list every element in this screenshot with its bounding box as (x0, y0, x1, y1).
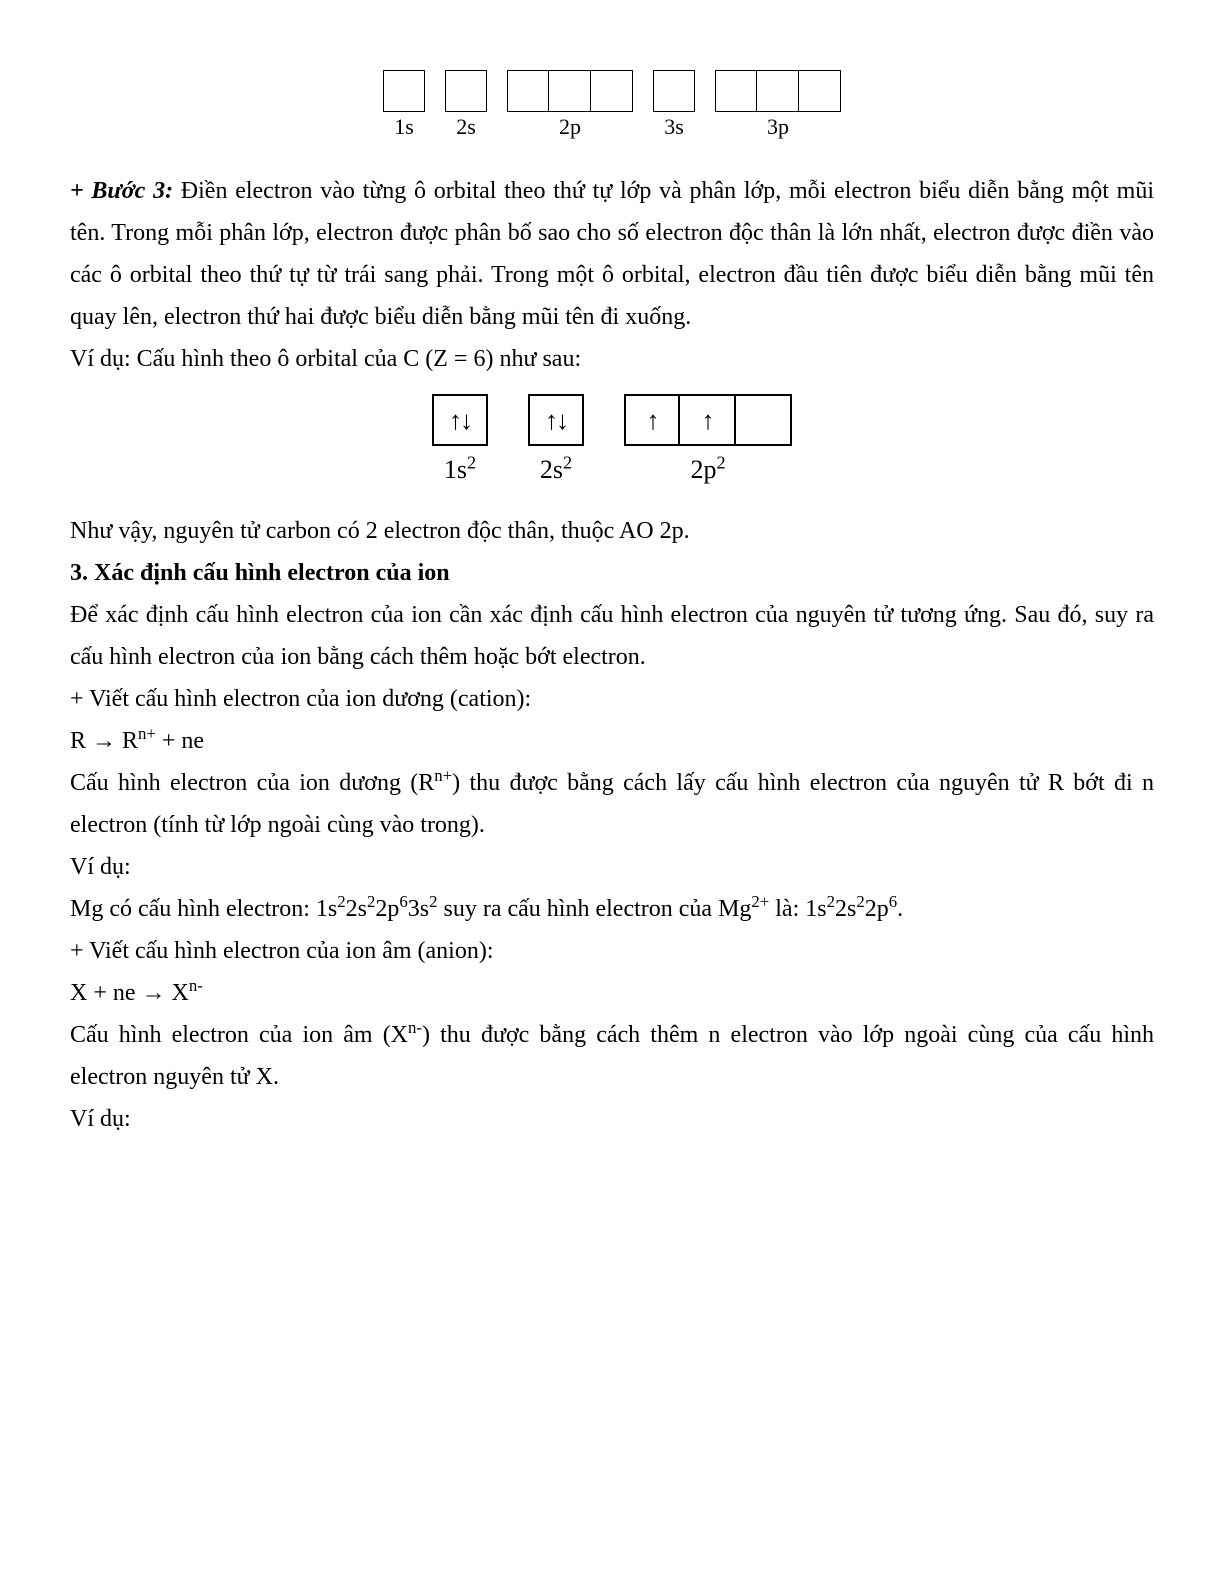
mg-t9: . (897, 896, 903, 922)
orbital-box (507, 70, 549, 112)
carbon-label: 1s2 (444, 454, 476, 485)
mg-t3: 2p (375, 896, 399, 922)
carbon-boxes: ↑↓ (528, 394, 584, 446)
orbital-group: 1s (383, 70, 425, 140)
cation-explain-sup: n+ (434, 766, 452, 785)
mg-s3: 6 (399, 892, 407, 911)
carbon-boxes: ↑↑ (624, 394, 792, 446)
orbital-box (549, 70, 591, 112)
mg-s8: 6 (889, 892, 897, 911)
vi-du-label: Ví dụ: (70, 846, 1154, 888)
carbon-group: ↑↓ 2s2 (528, 394, 584, 485)
orbital-box (591, 70, 633, 112)
section-3-heading: 3. Xác định cấu hình electron của ion (70, 552, 1154, 594)
orbital-boxes (507, 70, 633, 112)
orbital-box (757, 70, 799, 112)
vi-du-label-2: Ví dụ: (70, 1098, 1154, 1140)
anion-eq-t1: X + ne → X (70, 980, 189, 1006)
mg-t4: 3s (408, 896, 429, 922)
orbital-label: 2p (559, 114, 581, 140)
carbon-group: ↑↓ 1s2 (432, 394, 488, 485)
orbital-label: 3p (767, 114, 789, 140)
orbital-box (653, 70, 695, 112)
orbital-box (445, 70, 487, 112)
cation-eq-sup: n+ (138, 724, 156, 743)
step3-prefix: + Bước 3: (70, 178, 173, 204)
orbital-label: 2s (456, 114, 476, 140)
mg-s6: 2 (827, 892, 835, 911)
orbital-boxes (445, 70, 487, 112)
mg-t7: 2s (835, 896, 856, 922)
anion-explain-sup: n- (408, 1018, 422, 1037)
orbital-group: 3s (653, 70, 695, 140)
carbon-box: ↑↓ (432, 394, 488, 446)
mg-s5: 2+ (751, 892, 769, 911)
carbon-boxes: ↑↓ (432, 394, 488, 446)
mg-s4: 2 (429, 892, 437, 911)
orbital-label: 3s (664, 114, 684, 140)
anion-explain: Cấu hình electron của ion âm (Xn-) thu đ… (70, 1014, 1154, 1098)
orbital-label: 1s (394, 114, 414, 140)
mg-example-line: Mg có cấu hình electron: 1s22s22p63s2 su… (70, 888, 1154, 930)
carbon-label: 2s2 (540, 454, 572, 485)
cation-eq-rhs: + ne (156, 728, 204, 754)
carbon-conclusion: Như vậy, nguyên tử carbon có 2 electron … (70, 510, 1154, 552)
step3-body: Điền electron vào từng ô orbital theo th… (70, 178, 1154, 330)
carbon-box: ↑↓ (528, 394, 584, 446)
carbon-box: ↑ (680, 394, 736, 446)
ion-intro: Để xác định cấu hình electron của ion cầ… (70, 594, 1154, 678)
cation-equation: R → Rn+ + ne (70, 720, 1154, 762)
carbon-group: ↑↑ 2p2 (624, 394, 792, 485)
anion-equation: X + ne → Xn- (70, 972, 1154, 1014)
carbon-box (736, 394, 792, 446)
orbital-boxes (715, 70, 841, 112)
mg-s7: 2 (856, 892, 864, 911)
carbon-box: ↑ (624, 394, 680, 446)
orbital-box (715, 70, 757, 112)
mg-t1: Mg có cấu hình electron: 1s (70, 896, 337, 922)
orbital-boxes (383, 70, 425, 112)
orbital-group: 2p (507, 70, 633, 140)
anion-explain-t1: Cấu hình electron của ion âm (X (70, 1022, 408, 1048)
cation-eq-lhs: R → R (70, 728, 138, 754)
mg-t2: 2s (346, 896, 367, 922)
anion-eq-sup: n- (189, 976, 203, 995)
orbital-box (799, 70, 841, 112)
orbital-box (383, 70, 425, 112)
orbital-empty-diagram: 1s 2s 2p 3s 3p (70, 70, 1154, 140)
mg-t6: là: 1s (769, 896, 826, 922)
carbon-orbital-diagram: ↑↓ 1s2 ↑↓ 2s2 ↑↑ 2p2 (70, 394, 1154, 485)
mg-s1: 2 (337, 892, 345, 911)
step3-paragraph: + Bước 3: Điền electron vào từng ô orbit… (70, 170, 1154, 338)
mg-t8: 2p (865, 896, 889, 922)
cation-explain: Cấu hình electron của ion dương (Rn+) th… (70, 762, 1154, 846)
orbital-group: 2s (445, 70, 487, 140)
orbital-group: 3p (715, 70, 841, 140)
cation-explain-t1: Cấu hình electron của ion dương (R (70, 770, 434, 796)
carbon-label: 2p2 (690, 454, 725, 485)
anion-header: + Viết cấu hình electron của ion âm (ani… (70, 930, 1154, 972)
orbital-boxes (653, 70, 695, 112)
cation-header: + Viết cấu hình electron của ion dương (… (70, 678, 1154, 720)
mg-t5: suy ra cấu hình electron của Mg (438, 896, 752, 922)
example-intro: Ví dụ: Cấu hình theo ô orbital của C (Z … (70, 338, 1154, 380)
